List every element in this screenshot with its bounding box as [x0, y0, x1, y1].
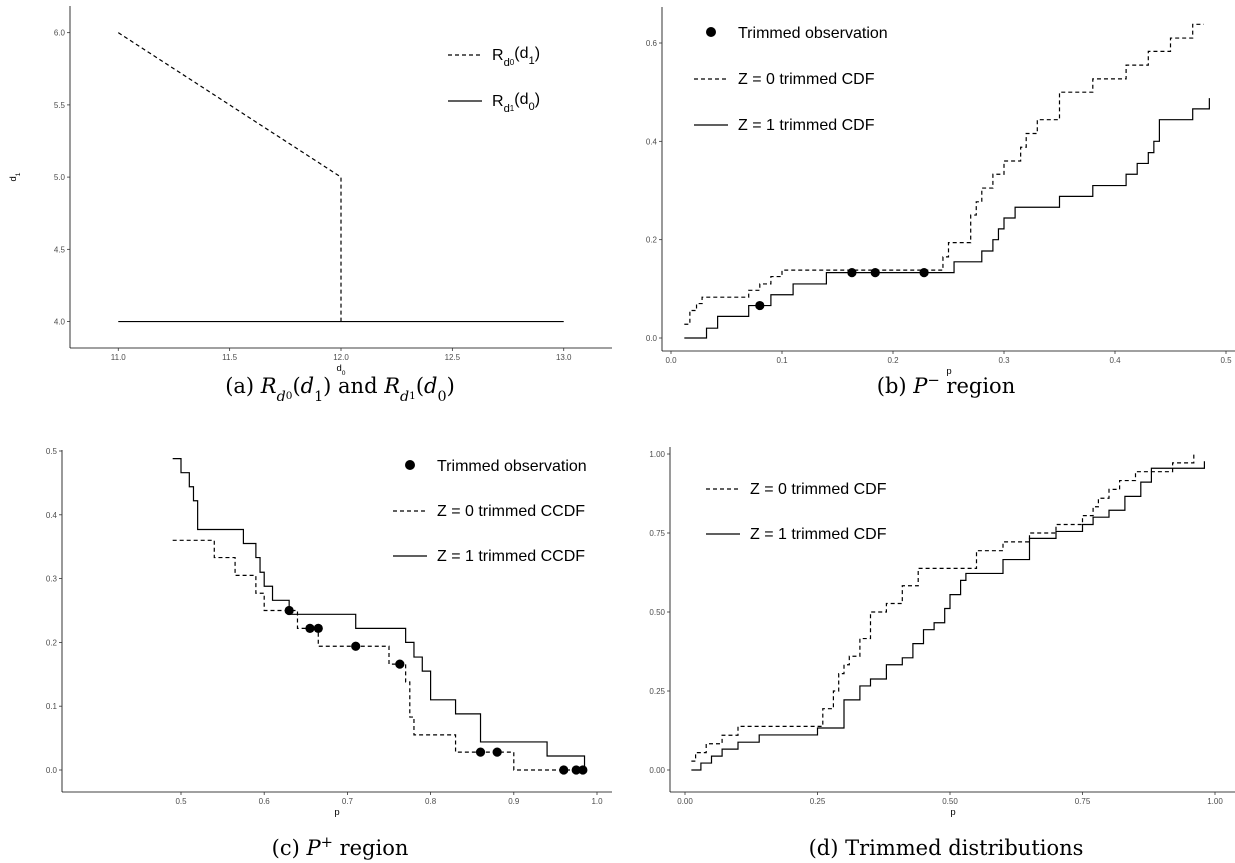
x-tick-label: 1.0 — [591, 797, 603, 806]
x-tick-label: 0.0 — [665, 356, 677, 365]
y-tick-label: 4.5 — [54, 245, 66, 254]
legend-label: Z = 0 trimmed CCDF — [437, 503, 585, 520]
x-tick-label: 12.5 — [445, 353, 461, 362]
x-tick-label: 0.6 — [259, 797, 271, 806]
legend: Trimmed observation Z = 0 trimmed CDF Z = … — [694, 25, 888, 134]
legend-label: Rd0(d1) — [492, 45, 540, 69]
y-tick-label: 0.5 — [46, 447, 58, 456]
legend-label: Z = 1 trimmed CDF — [750, 526, 887, 543]
x-tick-label: 0.2 — [887, 356, 899, 365]
y-tick-label: 0.4 — [46, 511, 58, 520]
figure-caption: (c) P+ region — [272, 834, 409, 861]
x-tick-label: 0.25 — [810, 797, 826, 806]
series-line-dashed — [691, 454, 1195, 762]
chart-panel-b: 0.0 0.1 0.2 0.3 0.4 0.5 0.0 0.2 0.4 0.6 p Trimmed o… — [646, 7, 1235, 398]
x-axis-label: d0 — [337, 363, 346, 377]
y-tick-label: 0.50 — [649, 608, 665, 617]
y-tick-label: 1.00 — [649, 450, 665, 459]
trimmed-observation-point — [284, 605, 294, 616]
y-tick-label: 0.25 — [649, 687, 665, 696]
figure-caption: (a) Rd0(d1) and Rd1(d0) — [225, 374, 455, 405]
y-tick-label: 0.2 — [46, 638, 58, 647]
x-tick-label: 12.0 — [333, 353, 349, 362]
x-tick-label: 0.3 — [998, 356, 1010, 365]
y-tick-label: 0.0 — [46, 766, 58, 775]
trimmed-observation-point — [395, 659, 405, 669]
y-tick-label: 5.5 — [54, 101, 66, 110]
legend-label: Z = 0 trimmed CDF — [738, 71, 875, 88]
y-tick-label: 0.75 — [649, 529, 665, 538]
legend-point-icon — [405, 460, 415, 470]
y-tick-label: 0.2 — [646, 236, 658, 245]
y-axis-label: d1 — [8, 172, 22, 181]
legend: Z = 0 trimmed CDF Z = 1 trimmed CDF — [706, 481, 887, 543]
trimmed-observation-point — [870, 268, 880, 278]
chart-panel-c: 0.5 0.6 0.7 0.8 0.9 1.0 0.0 0.1 0.2 0.3 0.4 0.5 p Tri… — [46, 447, 612, 860]
trimmed-observation-point — [351, 641, 361, 651]
x-tick-label: 0.5 — [1220, 356, 1232, 365]
series-line-dashed — [684, 23, 1204, 325]
trimmed-observation-point — [475, 747, 486, 757]
x-tick-label: 0.7 — [342, 797, 354, 806]
y-tick-label: 0.0 — [646, 334, 658, 343]
x-tick-label: 0.9 — [508, 797, 520, 806]
y-tick-label: 0.4 — [646, 137, 658, 146]
legend-label: Trimmed observation — [437, 458, 587, 475]
chart-panel-a: 11.0 11.5 12.0 12.5 13.0 4.0 4.5 5.0 5.5 6.0 d0 d1 R… — [8, 6, 612, 405]
x-axis-label: p — [334, 807, 339, 818]
series-line-dashed — [117, 32, 342, 322]
legend: Rd0(d1) Rd1(d0) — [448, 45, 540, 115]
x-tick-label: 0.00 — [677, 797, 693, 806]
series-line-dashed — [172, 539, 585, 771]
trimmed-observation-point — [578, 765, 588, 775]
legend: Trimmed observation Z = 0 trimmed CCDF Z =… — [393, 458, 587, 565]
y-tick-label: 6.0 — [54, 29, 66, 38]
legend-label: Z = 1 trimmed CDF — [738, 117, 875, 134]
figure-caption: (d) Trimmed distributions — [809, 836, 1084, 860]
x-axis-label: p — [950, 807, 955, 818]
legend-label: Z = 0 trimmed CDF — [750, 481, 887, 498]
figure-caption: (b) P− region — [877, 372, 1015, 399]
trimmed-observation-point — [492, 747, 502, 757]
legend-point-icon — [706, 27, 716, 37]
x-tick-label: 0.4 — [1109, 356, 1121, 365]
y-tick-label: 0.00 — [649, 766, 665, 775]
trimmed-observation-point — [919, 268, 929, 278]
legend-label: Trimmed observation — [738, 25, 888, 42]
chart-panel-d: 0.00 0.25 0.50 0.75 1.00 0.00 0.25 0.50 0.75 1.00… — [649, 447, 1235, 860]
x-tick-label: 11.0 — [111, 353, 127, 362]
trimmed-observation-point — [755, 300, 765, 311]
y-tick-label: 0.1 — [46, 702, 58, 711]
series-line-solid — [684, 98, 1210, 339]
y-tick-label: 0.6 — [646, 39, 658, 48]
y-tick-label: 5.0 — [54, 173, 66, 182]
x-tick-label: 0.75 — [1075, 797, 1091, 806]
x-axis-label: p — [946, 366, 951, 377]
x-tick-label: 0.5 — [175, 797, 187, 806]
legend-label: Rd1(d0) — [492, 91, 540, 115]
x-tick-label: 13.0 — [556, 353, 572, 362]
x-tick-label: 1.00 — [1207, 797, 1223, 806]
trimmed-observation-point — [571, 765, 581, 775]
trimmed-observation-point — [305, 623, 315, 633]
x-tick-label: 0.8 — [425, 797, 437, 806]
y-tick-label: 4.0 — [54, 318, 66, 327]
trimmed-observation-point — [313, 623, 323, 633]
trimmed-observation-point — [559, 765, 569, 775]
x-tick-label: 0.50 — [942, 797, 958, 806]
x-tick-label: 0.1 — [776, 356, 788, 365]
trimmed-observation-point — [847, 268, 857, 278]
y-tick-label: 0.3 — [46, 575, 58, 584]
x-tick-label: 11.5 — [222, 353, 238, 362]
legend-label: Z = 1 trimmed CCDF — [437, 548, 585, 565]
series-line-solid — [691, 461, 1205, 771]
